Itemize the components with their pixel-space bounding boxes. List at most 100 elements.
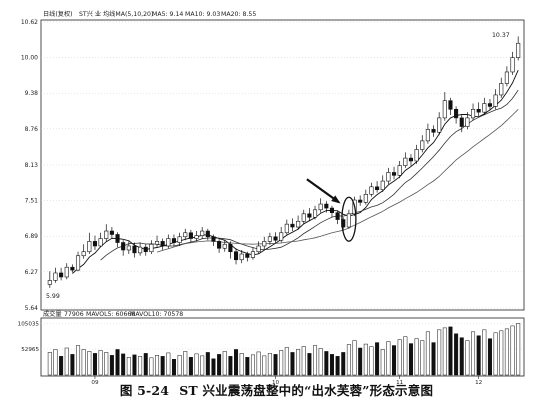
candle-body-up	[380, 180, 385, 190]
candle-body-down	[290, 223, 295, 228]
candle	[273, 232, 278, 244]
candle-body-down	[375, 186, 380, 190]
x-tick-label: 12	[475, 380, 482, 386]
candle	[510, 51, 515, 75]
volume-bar	[454, 333, 459, 376]
volume-bar	[262, 355, 267, 376]
candle-body-down	[476, 108, 481, 113]
candle	[403, 152, 408, 168]
volume-bar	[284, 347, 289, 376]
candle-body-up	[183, 232, 188, 238]
volume-bar	[510, 325, 515, 376]
price-panel-label: 日线(复权)	[43, 10, 73, 18]
volume-bar	[81, 349, 86, 376]
volume-bar	[211, 358, 216, 376]
candle	[59, 267, 64, 281]
candle	[194, 231, 199, 242]
candle-body-up	[414, 149, 419, 162]
candle	[375, 181, 380, 193]
candle-body-down	[459, 117, 464, 127]
volume-bar	[279, 350, 284, 376]
candle-body-up	[312, 209, 318, 218]
volume-bar	[166, 352, 171, 376]
volume-bar	[437, 329, 442, 376]
price-tick-label: 10.00	[21, 55, 38, 62]
candle	[279, 227, 284, 243]
candle-body-down	[273, 236, 278, 241]
volume-bar	[239, 353, 244, 376]
candle-body-up	[200, 230, 205, 236]
candle	[431, 125, 436, 137]
candle-body-up	[138, 246, 143, 254]
volume-value-readout: 77906	[64, 311, 84, 318]
candle-body-up	[177, 236, 182, 243]
candle	[217, 239, 222, 253]
candle-body-up	[154, 241, 160, 245]
volume-panel-frame	[40, 317, 525, 377]
volume-bar	[70, 354, 75, 376]
candle-body-down	[109, 230, 114, 235]
candle	[177, 232, 182, 246]
candle-body-down	[171, 238, 177, 243]
volume-bar	[160, 356, 165, 376]
candle-body-down	[324, 203, 329, 209]
ma10-readout: MA10: 9.03	[185, 11, 220, 18]
volume-bar	[307, 353, 312, 376]
candle	[81, 244, 86, 259]
candle-body-up	[386, 172, 391, 182]
candle	[222, 240, 227, 252]
volume-bar	[290, 352, 295, 376]
candle-body-up	[318, 203, 323, 211]
candle	[205, 228, 210, 241]
candle-body-up	[301, 213, 306, 222]
candle-body-down	[160, 241, 165, 247]
candle-body-down	[329, 207, 335, 213]
candle	[115, 232, 120, 248]
volume-bar-series	[47, 323, 521, 376]
candle-body-up	[98, 238, 103, 247]
candle-body-down	[205, 230, 210, 238]
volume-bar	[109, 355, 114, 376]
candle	[369, 182, 374, 197]
candle-body-up	[75, 255, 81, 271]
volume-bar	[341, 352, 346, 376]
candle	[149, 240, 154, 255]
candle	[499, 77, 504, 98]
candle-body-down	[233, 251, 239, 261]
volume-bar	[205, 352, 210, 376]
candle	[516, 36, 521, 61]
ma-indicator-name: 均线MA(5,10,20)	[103, 10, 153, 18]
date-x-axis: 09 10 11 12	[91, 376, 482, 386]
candle-body-up	[87, 241, 92, 253]
volume-bar	[499, 330, 504, 376]
mavol10-readout: MAVOL10: 70578	[130, 311, 183, 318]
volume-bar	[245, 357, 250, 376]
candle-body-down	[188, 232, 193, 239]
ma20-readout: MA20: 8.55	[221, 11, 256, 18]
candle-body-down	[92, 241, 98, 247]
candle-body-up	[363, 193, 368, 203]
volume-bar	[47, 352, 52, 376]
candle-body-down	[211, 236, 216, 242]
candle-body-up	[81, 251, 86, 257]
highlight-ellipse	[341, 196, 357, 242]
volume-bar	[171, 359, 176, 376]
candle-body-up	[369, 186, 374, 195]
candle-body-up	[53, 272, 58, 281]
volume-bar	[459, 337, 464, 376]
volume-bar	[138, 356, 143, 376]
volume-bar	[143, 353, 148, 376]
volume-bar	[420, 340, 425, 376]
price-tick-label: 6.27	[25, 269, 39, 276]
candle	[47, 271, 52, 288]
volume-bar	[493, 332, 498, 376]
volume-bar	[397, 339, 402, 376]
volume-bar	[448, 326, 453, 376]
volume-panel-label: 成交量	[43, 310, 62, 318]
volume-bar	[335, 356, 340, 376]
candle	[75, 251, 81, 272]
volume-bar	[53, 349, 58, 376]
volume-bar	[267, 353, 272, 376]
figure-number: 图 5-24	[119, 383, 170, 398]
volume-bar	[183, 351, 188, 376]
